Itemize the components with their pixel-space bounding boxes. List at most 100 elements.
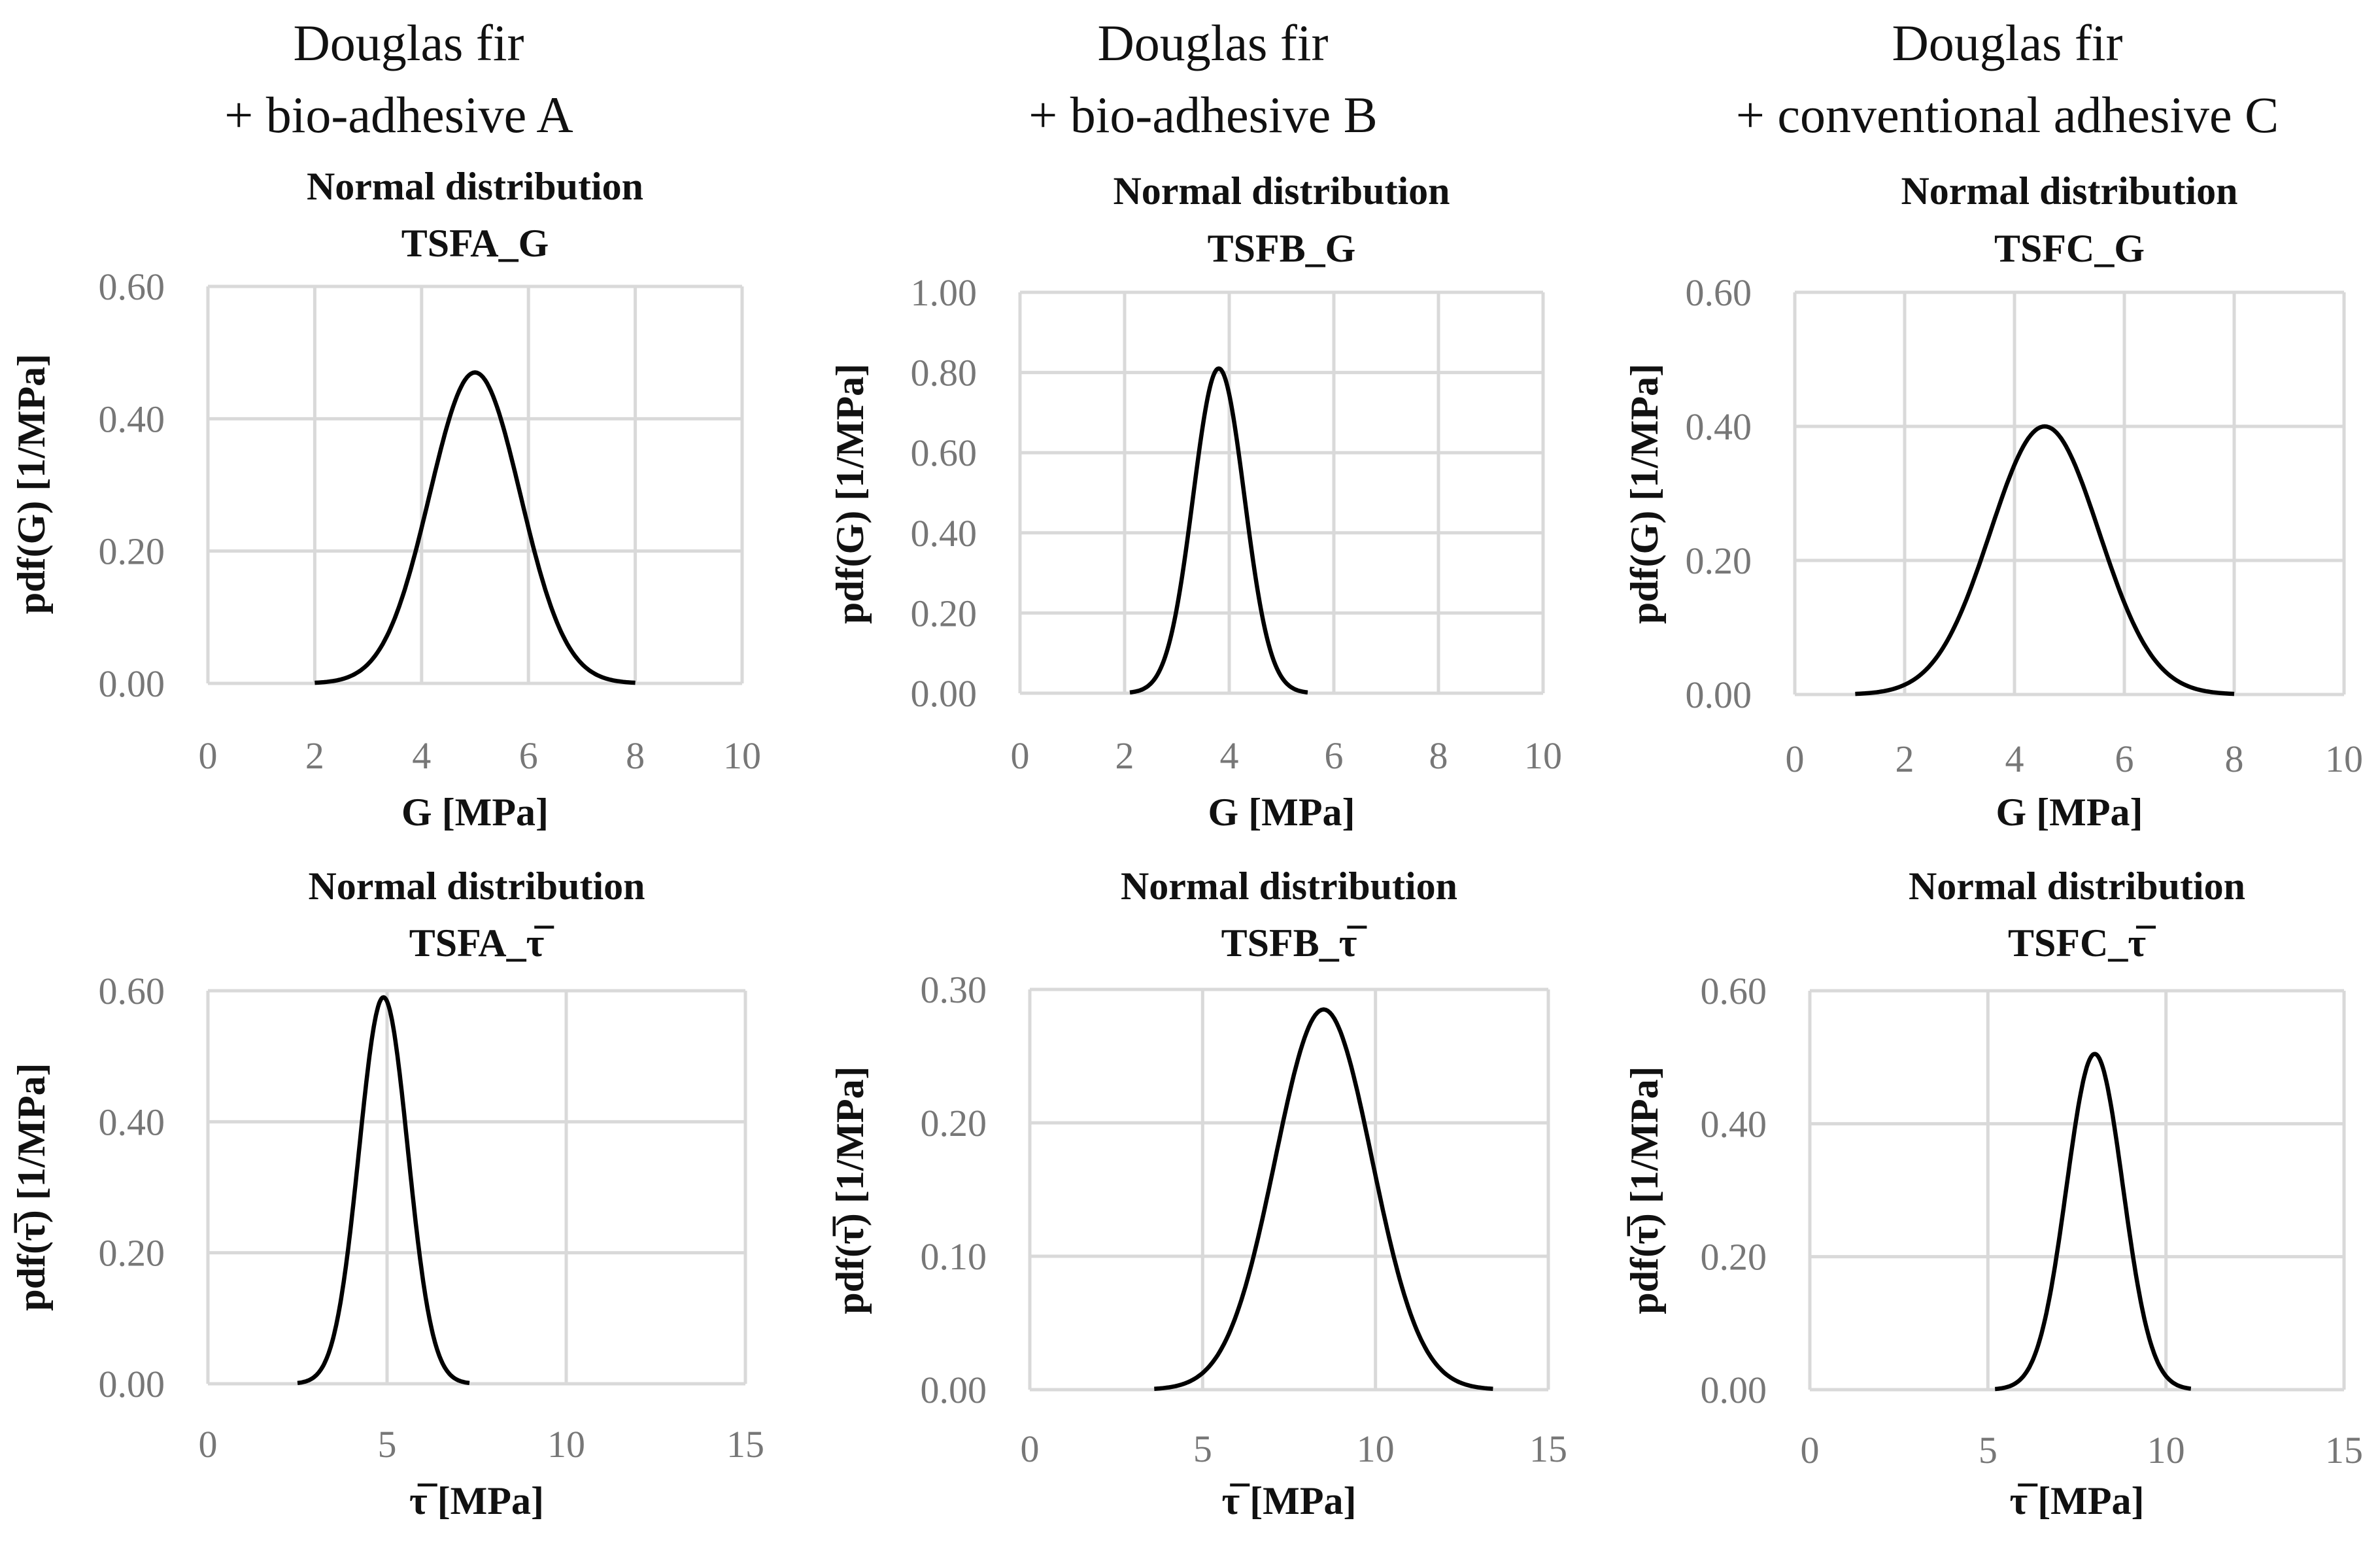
y-tick-label: 0.60 xyxy=(1701,970,1767,1012)
chart-subtitle: TSFC_τ̅ xyxy=(2008,921,2156,965)
y-tick-label: 0.20 xyxy=(911,592,978,634)
y-axis-label: pdf(G) [1/MPa] xyxy=(10,354,53,614)
x-tick-label: 10 xyxy=(723,734,761,777)
y-tick-label: 0.40 xyxy=(99,1101,165,1143)
x-tick-label: 4 xyxy=(412,734,431,777)
pdf-curve xyxy=(1855,424,2235,696)
x-axis-label: G [MPa] xyxy=(1208,791,1355,834)
y-tick-label: 0.60 xyxy=(1686,271,1752,314)
x-tick-label: 10 xyxy=(547,1423,585,1466)
chart-A_T: Normal distribution TSFA_τ̅ 0 5 10 15 0.00 0.20… xyxy=(10,865,764,1522)
chart-title: Normal distribution xyxy=(307,165,643,208)
column-a-title-line1: Douglas fir xyxy=(293,14,524,71)
y-tick-label: 0.00 xyxy=(1686,674,1752,716)
x-tick-label: 10 xyxy=(2325,738,2363,780)
y-tick-label: 0.00 xyxy=(1701,1369,1767,1411)
chart-subtitle: TSFA_τ̅ xyxy=(409,921,555,965)
y-tick-label: 0.30 xyxy=(921,969,987,1011)
x-axis-label: G [MPa] xyxy=(1996,791,2143,834)
x-tick-label: 0 xyxy=(1021,1428,1040,1470)
y-tick-label: 0.40 xyxy=(1686,405,1752,448)
x-axis-label: τ̅ [MPa] xyxy=(2010,1479,2145,1522)
y-tick-label: 0.00 xyxy=(99,1363,165,1405)
chart-subtitle: TSFA_G xyxy=(401,222,549,265)
column-a-title-line2: + bio-adhesive A xyxy=(224,86,573,143)
x-tick-label: 0 xyxy=(199,1423,218,1466)
x-tick-label: 0 xyxy=(1786,738,1805,780)
column-headers: Douglas fir + bio-adhesive A Douglas fir… xyxy=(224,14,2279,143)
chart-title: Normal distribution xyxy=(1113,169,1450,213)
x-axis-label: τ̅ [MPa] xyxy=(409,1479,544,1522)
chart-B_G: Normal distribution TSFB_G 0 2 4 6 8 10 0.00 0.20… xyxy=(828,169,1562,834)
x-tick-label: 8 xyxy=(626,734,645,777)
x-tick-label: 8 xyxy=(1429,734,1448,777)
y-tick-label: 0.20 xyxy=(921,1102,987,1144)
y-tick-label: 0.40 xyxy=(99,398,165,440)
pdf-curve xyxy=(1154,1007,1493,1391)
y-tick-label: 0.10 xyxy=(921,1235,987,1278)
x-tick-label: 8 xyxy=(2225,738,2244,780)
chart-A_G: Normal distribution TSFA_G 0 2 4 6 8 10 0.00 0.20… xyxy=(10,165,761,834)
chart-C_G: Normal distribution TSFC_G 0 2 4 6 8 10 0.00 0.20… xyxy=(1623,169,2363,834)
x-tick-label: 2 xyxy=(1896,738,1914,780)
column-c-title-line2: + conventional adhesive C xyxy=(1736,86,2279,143)
y-tick-label: 0.60 xyxy=(99,970,165,1012)
chart-title: Normal distribution xyxy=(1909,865,2245,908)
x-tick-label: 0 xyxy=(199,734,218,777)
x-tick-label: 2 xyxy=(305,734,324,777)
column-c-title-line1: Douglas fir xyxy=(1892,14,2122,71)
chart-C_T: Normal distribution TSFC_τ̅ 0 5 10 15 0.00 0.20… xyxy=(1623,865,2363,1522)
chart-B_T: Normal distribution TSFB_τ̅ 0 5 10 15 0.00 0.10… xyxy=(828,865,1567,1522)
x-tick-label: 6 xyxy=(1325,734,1344,777)
y-tick-label: 0.20 xyxy=(99,1232,165,1275)
x-tick-label: 15 xyxy=(726,1423,764,1466)
y-tick-label: 0.20 xyxy=(99,530,165,573)
y-tick-label: 0.00 xyxy=(99,662,165,705)
pdf-curve xyxy=(1994,1052,2192,1392)
x-tick-label: 0 xyxy=(1011,734,1030,777)
y-tick-label: 0.60 xyxy=(911,432,978,474)
column-b-title-line2: + bio-adhesive B xyxy=(1028,86,1378,143)
chart-subtitle: TSFB_τ̅ xyxy=(1221,921,1368,965)
chart-title: Normal distribution xyxy=(1121,865,1457,908)
x-tick-label: 5 xyxy=(378,1423,397,1466)
y-tick-label: 0.00 xyxy=(921,1369,987,1411)
y-axis-label: pdf(G) [1/MPa] xyxy=(1623,364,1666,624)
column-b-title-line1: Douglas fir xyxy=(1097,14,1328,71)
x-tick-label: 0 xyxy=(1801,1429,1820,1471)
x-tick-label: 4 xyxy=(2005,738,2024,780)
charts-container: Normal distribution TSFA_G 0 2 4 6 8 10 0.00 0.20… xyxy=(10,165,2363,1522)
y-axis-label: pdf(G) [1/MPa] xyxy=(828,364,872,624)
x-tick-label: 4 xyxy=(1220,734,1239,777)
x-tick-label: 5 xyxy=(1979,1429,1998,1471)
pdf-curve xyxy=(296,995,471,1386)
x-tick-label: 5 xyxy=(1193,1428,1212,1470)
y-tick-label: 1.00 xyxy=(911,271,978,314)
x-tick-label: 6 xyxy=(519,734,538,777)
y-tick-label: 0.80 xyxy=(911,352,978,394)
y-tick-label: 0.00 xyxy=(911,672,978,715)
x-tick-label: 10 xyxy=(1357,1428,1395,1470)
x-tick-label: 10 xyxy=(2147,1429,2185,1471)
x-tick-label: 2 xyxy=(1115,734,1134,777)
x-tick-label: 6 xyxy=(2115,738,2134,780)
y-tick-label: 0.60 xyxy=(99,266,165,308)
x-axis-label: G [MPa] xyxy=(401,791,549,834)
y-axis-label: pdf(τ̅) [1/MPa] xyxy=(1623,1066,1666,1314)
y-axis-label: pdf(τ̅) [1/MPa] xyxy=(828,1066,872,1314)
y-tick-label: 0.20 xyxy=(1701,1236,1767,1278)
pdf-curve xyxy=(314,370,636,685)
x-tick-label: 15 xyxy=(2325,1429,2363,1471)
x-axis-label: τ̅ [MPa] xyxy=(1222,1479,1357,1522)
y-axis-label: pdf(τ̅) [1/MPa] xyxy=(10,1063,53,1311)
y-tick-label: 0.40 xyxy=(1701,1103,1767,1145)
y-tick-label: 0.40 xyxy=(911,512,978,555)
x-tick-label: 10 xyxy=(1524,734,1562,777)
y-tick-label: 0.20 xyxy=(1686,540,1752,582)
chart-title: Normal distribution xyxy=(308,865,645,908)
chart-title: Normal distribution xyxy=(1901,169,2237,213)
chart-subtitle: TSFC_G xyxy=(1994,227,2145,270)
pdf-curve xyxy=(1129,366,1309,695)
chart-subtitle: TSFB_G xyxy=(1208,227,1356,270)
